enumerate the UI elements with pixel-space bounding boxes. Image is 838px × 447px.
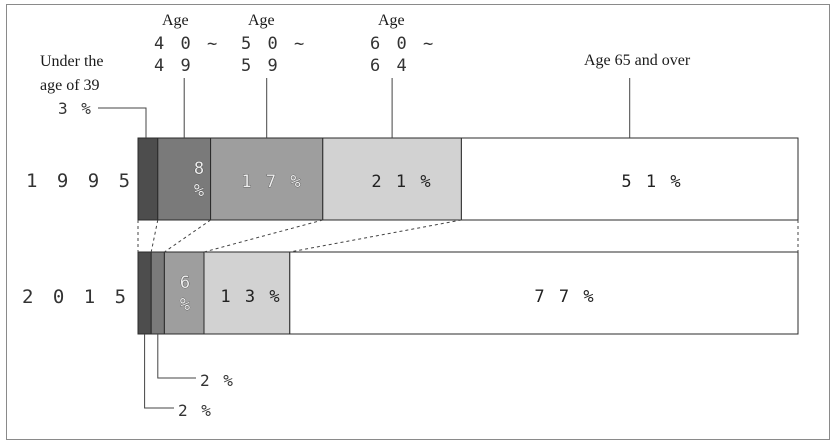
label-age60-end: 6 4 [370,56,410,76]
callout-1995-under39: 3 % [58,99,93,118]
bar-label-2015-age65: 7 7 % [534,287,595,307]
label-age50-end: 5 9 [241,56,281,76]
label-age65: Age 65 and over [584,52,691,69]
bar-segment-2015-age40 [150,251,165,335]
label-age60-range: 6 0 ~ [370,34,436,54]
bar-label-2015-age60: 1 3 % [220,287,281,307]
label-age40-range: 4 0 ~ [154,34,220,54]
year-label-1995: 1 9 9 5 [26,170,134,192]
label-age40-end: 4 9 [154,56,194,76]
leader-2015-under39 [144,334,174,409]
bar-segment-2015-age65 [289,251,799,335]
bar-segment-2015-age50 [163,251,205,335]
label-under39-line1: Under the [40,53,104,70]
bar-label-1995-age40-digit: 8 [194,159,206,179]
bar-segment-2015-age60 [203,251,291,335]
bar-label-1995-age40-pct: % [194,181,206,201]
bar-label-1995-age65: 5 1 % [621,172,682,192]
bar-segment-1995-age40 [157,137,212,221]
label-under39-line2: age of 39 [40,77,100,94]
year-label-2015: 2 0 1 5 [22,286,130,308]
chart-frame [6,4,830,440]
bar-label-2015-age50-digit: 6 [180,273,192,293]
connector-line-age40 [164,219,211,253]
leader-under39 [98,107,147,138]
bar-segment-1995-age60 [322,137,462,221]
label-age50-range: 5 0 ~ [241,34,307,54]
bar-marks [98,78,799,409]
connector-line-under39 [150,219,159,253]
callout-2015-age40: 2 % [200,371,235,390]
bar-segment-2015-under39 [137,251,152,335]
bar-label-2015-age50-pct: % [180,295,192,315]
connector-line-age60 [289,219,462,253]
label-age40-title: Age [162,12,189,29]
bar-segment-1995-under39 [137,137,159,221]
bar-label-1995-age50: 1 7 % [241,172,302,192]
label-age50-title: Age [248,12,275,29]
callout-2015-under39: 2 % [178,401,213,420]
connector-line-age50 [203,219,323,253]
bar-label-1995-age60: 2 1 % [371,172,432,192]
label-age60-title: Age [378,12,405,29]
leader-2015-age40 [157,334,196,379]
